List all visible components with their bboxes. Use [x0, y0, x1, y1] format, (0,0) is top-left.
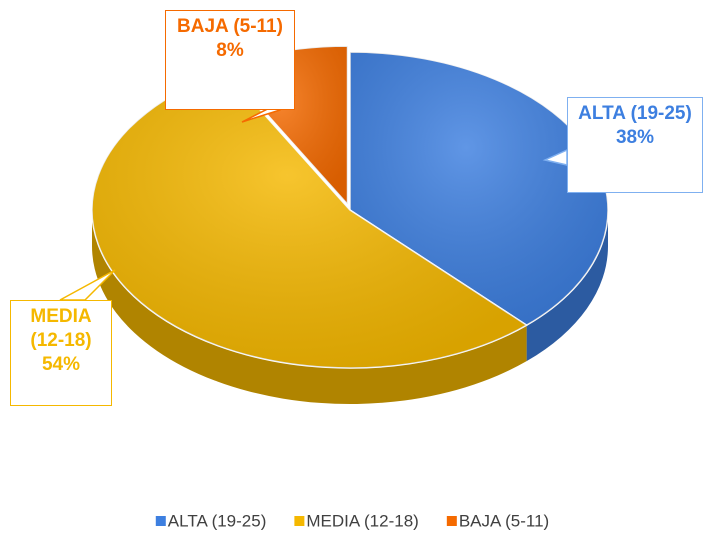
pie-slice-shine [350, 52, 608, 326]
legend-swatch [155, 516, 166, 526]
pie-slice-shine [92, 71, 527, 368]
data-label-category: BAJA (5-11) [177, 16, 283, 37]
legend: ALTA (19-25) MEDIA (12-18) BAJA (5-11) [155, 511, 549, 530]
pie-slice-side [526, 210, 608, 362]
legend-label: MEDIA (12-18) [306, 511, 418, 530]
legend-swatch [446, 516, 457, 526]
data-label-category: ALTA (19-25) [578, 103, 692, 124]
data-label: BAJA (5-11) 8% [165, 10, 295, 110]
data-label-value: 54% [41, 354, 81, 375]
data-label-value: 38% [615, 127, 655, 148]
data-label-value: 8% [216, 40, 244, 61]
legend-label: BAJA (5-11) [459, 511, 549, 530]
data-label: MEDIA (12-18) 54% [10, 300, 112, 406]
data-label: ALTA (19-25) 38% [567, 97, 703, 193]
data-label-category: MEDIA (12-18) [30, 306, 92, 351]
pie-slice-side [91, 210, 527, 404]
legend-label: ALTA (19-25) [168, 511, 267, 530]
legend-swatch [294, 516, 305, 526]
